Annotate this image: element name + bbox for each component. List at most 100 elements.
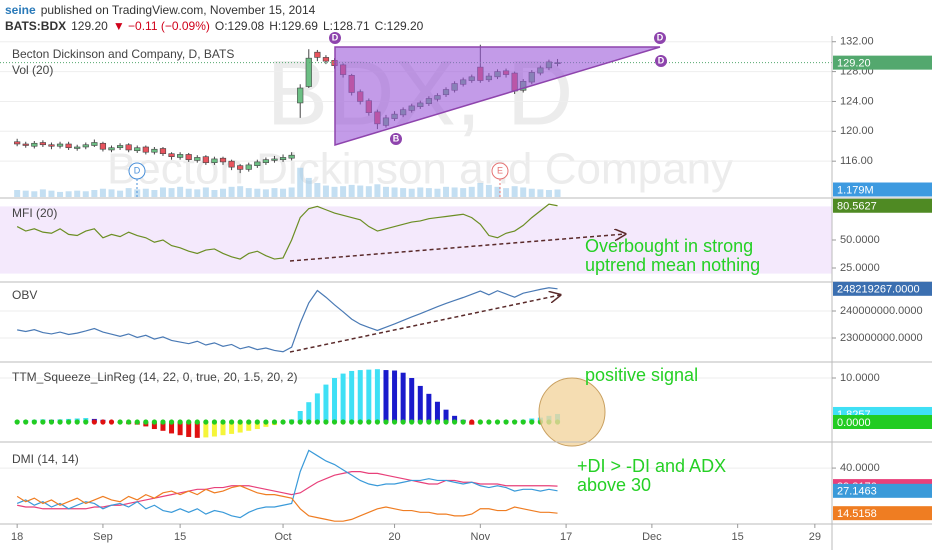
annotation: above 30 bbox=[577, 475, 651, 495]
annotations: Overbought in strong uptrend mean nothin… bbox=[577, 236, 760, 495]
pattern-label: D bbox=[332, 32, 339, 42]
price-tag bbox=[833, 415, 932, 430]
pattern-point bbox=[655, 55, 667, 67]
pane-title: DMI (14, 14) bbox=[12, 452, 79, 466]
squeeze-dot bbox=[91, 419, 97, 425]
trend-arrow bbox=[289, 234, 625, 262]
squeeze-dot bbox=[331, 419, 338, 425]
volume-bar bbox=[391, 187, 398, 197]
annotation: positive signal bbox=[585, 365, 698, 385]
volume-bar bbox=[460, 188, 467, 197]
x-tick-label: Dec bbox=[642, 531, 662, 543]
band bbox=[0, 206, 832, 274]
squeeze-dot bbox=[126, 419, 132, 425]
candle-body bbox=[108, 147, 115, 151]
squeeze-dot bbox=[374, 419, 381, 425]
volume-bar bbox=[417, 187, 424, 197]
volume-bar bbox=[245, 188, 252, 197]
histogram-bar bbox=[349, 370, 355, 423]
squeeze-dot bbox=[357, 419, 363, 425]
annotation: Overbought in strong bbox=[585, 236, 753, 256]
candle-body bbox=[151, 148, 158, 153]
y-tick-label: 10.0000 bbox=[840, 372, 880, 384]
histogram-bar bbox=[400, 372, 406, 423]
volume-bar bbox=[443, 186, 450, 197]
squeeze-dot bbox=[228, 419, 235, 425]
x-tick-label: 20 bbox=[388, 531, 400, 543]
histogram-bar bbox=[323, 384, 329, 423]
volume-bar bbox=[262, 189, 269, 197]
candle-body bbox=[177, 154, 184, 158]
pattern: D B D D bbox=[329, 32, 667, 147]
volume-bar bbox=[237, 186, 244, 197]
squeeze-dot bbox=[451, 419, 458, 425]
grid bbox=[0, 41, 832, 469]
squeeze-dot bbox=[40, 419, 46, 425]
histogram-bar bbox=[297, 410, 303, 423]
squeeze-dot bbox=[83, 419, 89, 425]
candle-body bbox=[74, 146, 81, 149]
squeeze-dot bbox=[66, 419, 72, 425]
volume-bar bbox=[82, 191, 89, 197]
squeeze-dot bbox=[383, 419, 389, 425]
pane-title: OBV bbox=[12, 288, 37, 302]
histogram-bar bbox=[220, 422, 226, 436]
volume-bar bbox=[485, 184, 492, 197]
volume-bar bbox=[545, 190, 552, 197]
histogram-bar bbox=[186, 422, 192, 437]
candle-body bbox=[142, 146, 149, 153]
squeeze-dot bbox=[57, 419, 63, 425]
volume-bar bbox=[528, 188, 535, 197]
histogram-bar bbox=[417, 385, 423, 423]
high: H:129.69 bbox=[269, 19, 318, 33]
squeeze-dot bbox=[417, 419, 423, 425]
squeeze-dot bbox=[340, 419, 346, 425]
publisher[interactable]: seine bbox=[5, 3, 36, 17]
change: ▼ −0.11 (−0.09%) bbox=[112, 19, 210, 33]
candle-body bbox=[211, 158, 218, 163]
volume-bar bbox=[400, 188, 407, 197]
y-tick-label: 40.0000 bbox=[840, 462, 880, 474]
header: seine published on TradingView.com, Nove… bbox=[5, 2, 423, 34]
histogram-bar bbox=[306, 402, 312, 423]
squeeze-dot bbox=[23, 419, 29, 425]
volume-bar bbox=[254, 188, 261, 197]
candle-body bbox=[279, 157, 287, 160]
squeeze-dot bbox=[74, 419, 80, 425]
volume-bar bbox=[314, 183, 321, 197]
volume-bar bbox=[108, 189, 115, 197]
price-tag-label: 1.179M bbox=[837, 184, 874, 196]
pane-title: MFI (20) bbox=[12, 206, 57, 220]
volume-bar bbox=[177, 186, 184, 197]
candle-body bbox=[159, 148, 167, 155]
pattern-point bbox=[654, 32, 666, 44]
volume-bar bbox=[305, 177, 312, 197]
event-marker[interactable] bbox=[128, 162, 146, 180]
squeeze-dot bbox=[151, 419, 157, 425]
price-tag bbox=[833, 55, 932, 70]
close: C:129.20 bbox=[374, 19, 424, 33]
histogram-bar bbox=[409, 377, 415, 423]
volume-bar bbox=[39, 189, 46, 197]
candle-body bbox=[305, 57, 312, 87]
volume-bar bbox=[425, 188, 432, 197]
annotation: +DI > -DI and ADX bbox=[577, 456, 726, 476]
pattern-label: D bbox=[658, 55, 665, 65]
volume-bar bbox=[537, 189, 544, 197]
candle-body bbox=[125, 144, 132, 151]
volume-bar bbox=[331, 186, 338, 197]
low: L:128.71 bbox=[322, 19, 370, 33]
volume-bar bbox=[117, 190, 124, 197]
histogram-bar bbox=[332, 377, 338, 423]
volume-bar bbox=[340, 186, 347, 197]
histogram-bar bbox=[314, 393, 320, 423]
histogram-bar bbox=[177, 422, 183, 436]
event-marker[interactable] bbox=[491, 162, 509, 180]
candle-body bbox=[56, 143, 64, 147]
squeeze-dot bbox=[391, 419, 398, 425]
price-tag-label: 80.5627 bbox=[837, 201, 877, 213]
quote-line: BATS:BDX 129.20 ▼ −0.11 (−0.09%) O:129.0… bbox=[5, 18, 423, 34]
squeeze-dot bbox=[263, 419, 269, 425]
price-tag bbox=[833, 198, 932, 213]
